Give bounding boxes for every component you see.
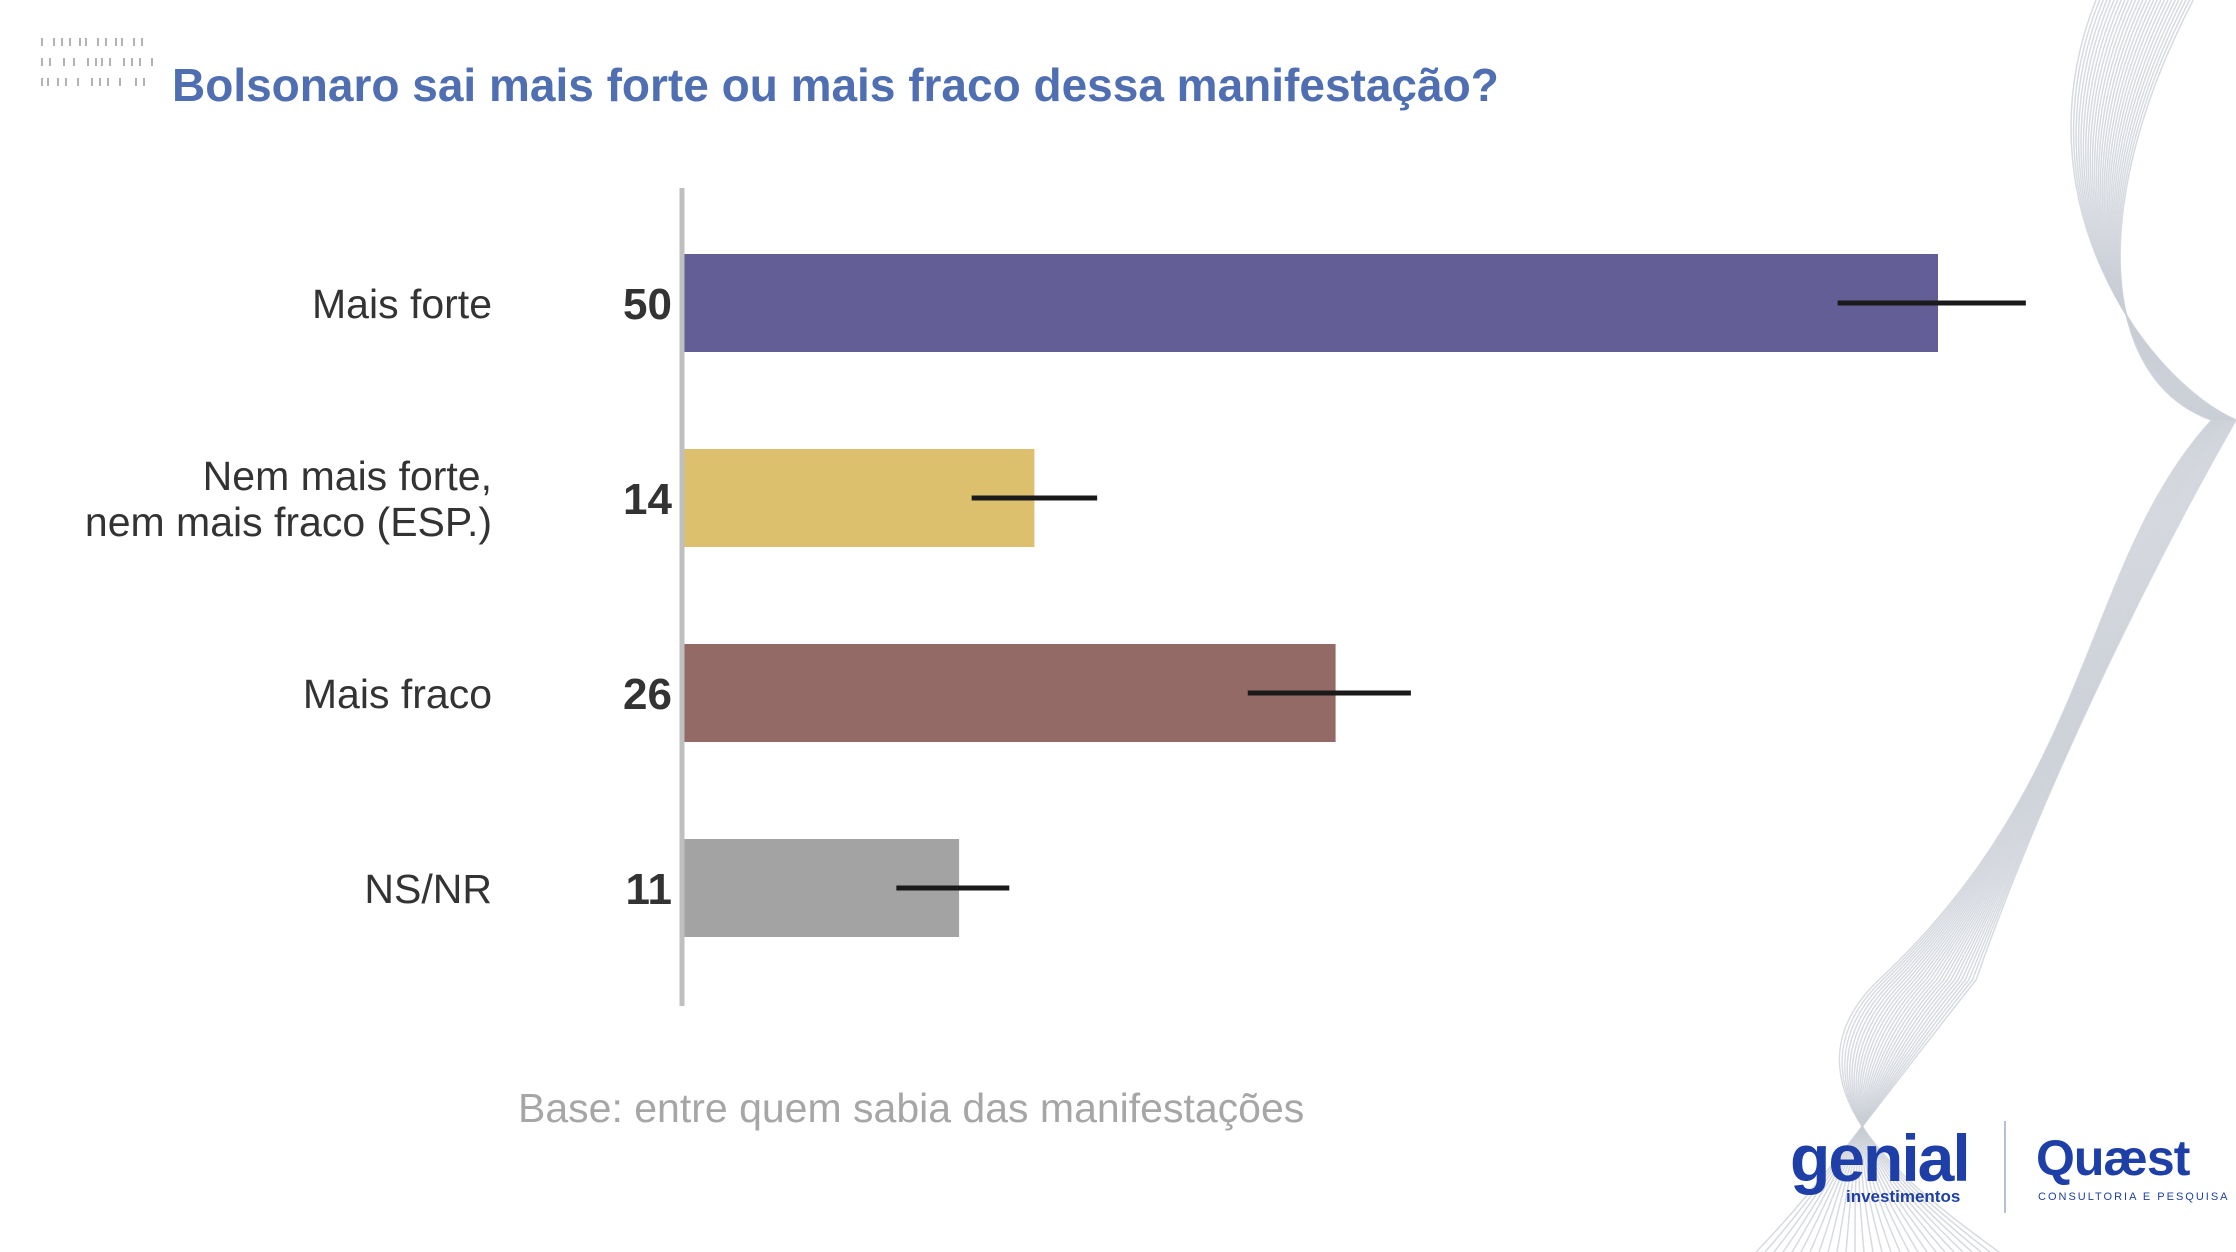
wave-line [1800,0,2233,1252]
wave-line [1791,0,2234,1252]
category-label: nem mais fraco (ESP.) [85,499,492,545]
value-labels-layer: 50 14 26 11 [623,280,672,914]
genial-logo: genial [1790,1121,1971,1195]
value-label: 50 [623,280,672,329]
value-label: 14 [623,475,672,524]
value-label: 26 [623,670,672,719]
category-label: Nem mais forte, [203,453,492,499]
bar [683,644,1336,742]
logo-divider [2004,1121,2006,1213]
decorative-dash-pattern [41,38,153,86]
genial-logo-subtitle: investimentos [1846,1187,1961,1206]
chart-title: Bolsonaro sai mais forte ou mais fraco d… [172,59,1499,111]
category-labels-layer: Mais forte Nem mais forte,nem mais fraco … [85,281,492,912]
bars-layer [683,254,1938,937]
quaest-logo-subtitle: CONSULTORIA E PESQUISA [2038,1191,2230,1203]
category-label: NS/NR [364,866,492,912]
category-label: Mais fraco [303,671,492,717]
logos: genial investimentos Quæst CONSULTORIA E… [1780,1121,2228,1225]
category-label: Mais forte [312,281,492,327]
quaest-logo: Quæst [2036,1130,2190,1186]
value-label: 11 [625,865,672,914]
bar [683,254,1938,352]
decorative-wave-lines [1755,0,2236,1252]
error-bars-layer [896,300,2026,891]
base-note: Base: entre quem sabia das manifestações [518,1085,1305,1131]
wave-line [1838,0,2214,1252]
